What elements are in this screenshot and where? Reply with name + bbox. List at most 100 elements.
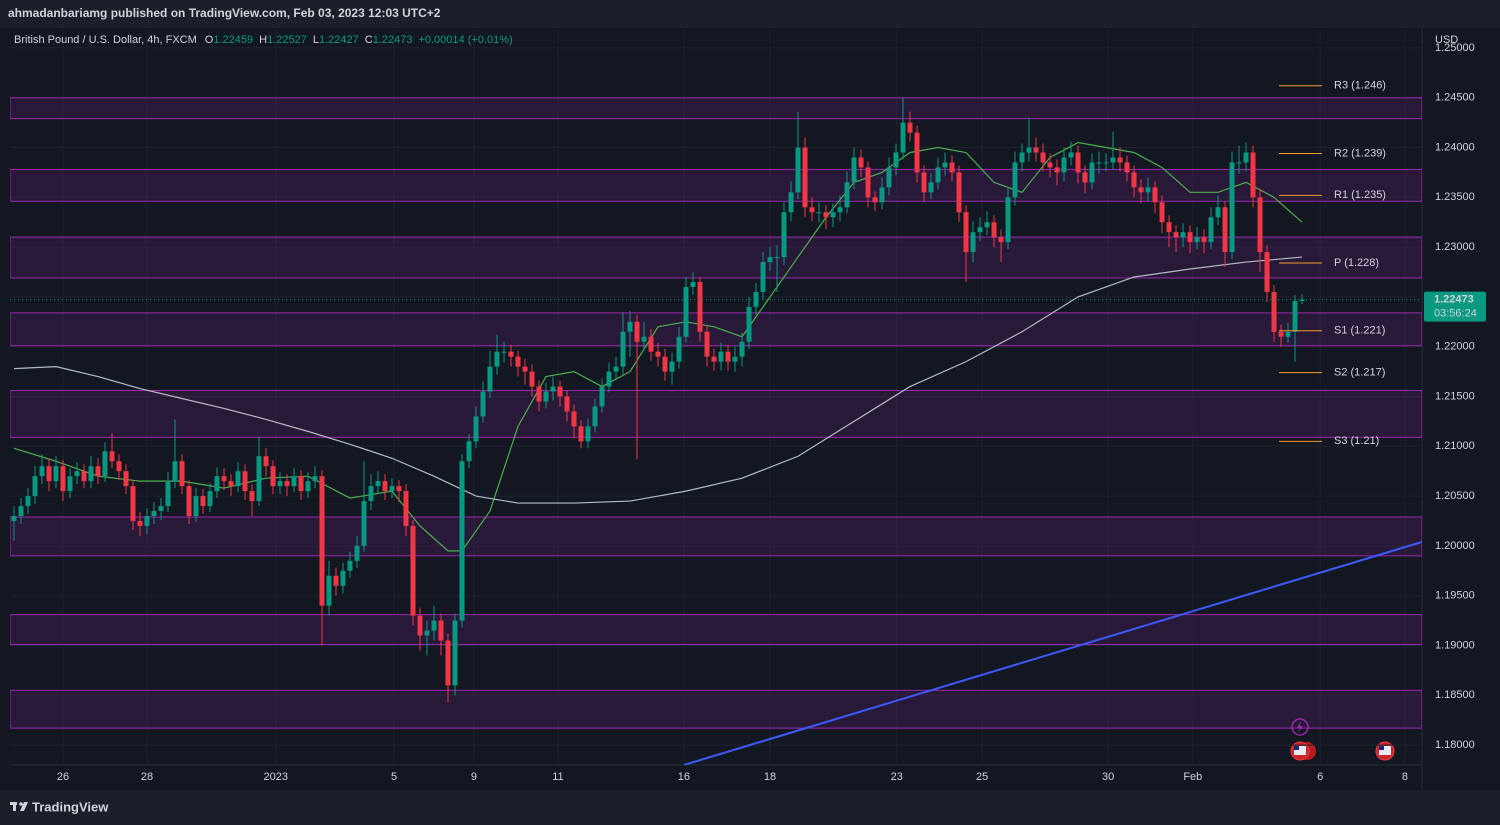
candle <box>109 433 115 469</box>
candle-body <box>536 386 542 402</box>
brand-logo <box>10 802 28 811</box>
candle <box>354 535 360 568</box>
candle-body <box>1117 157 1123 163</box>
candle-body <box>1026 147 1032 153</box>
candle-body <box>452 620 458 686</box>
candle <box>1194 227 1200 250</box>
legend-key: H <box>259 34 267 46</box>
candle <box>11 506 17 541</box>
zone <box>10 168 1422 202</box>
legend-key: L <box>313 34 319 46</box>
candle <box>1278 324 1284 347</box>
candle <box>1222 201 1228 268</box>
candle <box>46 458 52 492</box>
candle <box>515 350 521 377</box>
candle <box>1215 195 1221 226</box>
candle-body <box>249 491 255 502</box>
candle <box>1082 165 1088 194</box>
candle-body <box>305 481 311 492</box>
pivot-label: S2 (1.217) <box>1334 367 1385 379</box>
legend: British Pound / U.S. Dollar, 4h, FXCM O1.… <box>14 34 513 46</box>
x-tick-label: 5 <box>391 771 397 783</box>
candle-body <box>1257 197 1263 253</box>
candle <box>186 480 192 524</box>
candle-body <box>1068 152 1074 158</box>
candle-body <box>564 396 570 412</box>
candle <box>179 454 185 495</box>
legend-key: O <box>205 34 214 46</box>
candle-body <box>1096 162 1102 164</box>
x-tick-label: 25 <box>976 771 988 783</box>
candle <box>368 474 374 511</box>
candle-body <box>991 222 997 238</box>
candle-body <box>1187 232 1193 243</box>
candle <box>501 341 507 363</box>
candle-body <box>977 227 983 233</box>
candle <box>165 472 171 513</box>
moving-average <box>13 256 1303 504</box>
x-tick-label: Feb <box>1183 771 1202 783</box>
candle <box>452 613 458 696</box>
candle-body <box>956 172 962 213</box>
candle <box>249 484 255 517</box>
candle-body <box>627 321 633 332</box>
candle <box>1110 131 1116 170</box>
candle-body <box>921 172 927 193</box>
candle-body <box>396 486 402 492</box>
candle <box>627 310 633 357</box>
candle-body <box>543 391 549 402</box>
candle-body <box>74 471 80 477</box>
candle <box>382 474 388 501</box>
candle-body <box>389 486 395 492</box>
candle-body <box>739 341 745 357</box>
candle <box>543 382 549 409</box>
candle <box>431 605 437 641</box>
candle <box>172 419 178 489</box>
candle-body <box>662 356 668 372</box>
candle <box>802 137 808 218</box>
candle <box>585 418 591 449</box>
candle <box>970 221 976 263</box>
candle-body <box>1285 331 1291 337</box>
candle-body <box>998 237 1004 243</box>
candle <box>1180 223 1186 248</box>
zone <box>10 516 1422 557</box>
candle <box>823 205 829 230</box>
candle-body <box>1061 157 1067 173</box>
candle-body <box>522 366 528 372</box>
candle <box>305 472 311 499</box>
pivot-label: P (1.228) <box>1334 257 1379 269</box>
candle <box>1138 179 1144 204</box>
y-tick-label: 1.24500 <box>1435 92 1475 104</box>
candle-body <box>1075 152 1081 173</box>
candle-body <box>1103 162 1109 164</box>
candle <box>1229 151 1235 260</box>
candle-body <box>1173 232 1179 238</box>
x-tick-label: 2023 <box>264 771 288 783</box>
candle <box>711 348 717 371</box>
candle-body <box>529 371 535 387</box>
candle-body <box>270 466 276 487</box>
candle <box>620 311 626 375</box>
candle-body <box>942 162 948 168</box>
candle-body <box>319 476 325 606</box>
pivot-label: R1 (1.235) <box>1334 189 1386 201</box>
candle-body <box>669 361 675 372</box>
candle-body <box>298 476 304 492</box>
candle <box>1257 189 1263 273</box>
candle <box>270 460 276 495</box>
candle-body <box>221 476 227 482</box>
candle-body <box>858 157 864 168</box>
candle <box>578 420 584 449</box>
candle <box>1124 155 1130 182</box>
pivot-label: S1 (1.221) <box>1334 325 1385 337</box>
candle <box>1061 147 1067 182</box>
candle-body <box>403 491 409 526</box>
candle <box>557 380 563 407</box>
candle-body <box>228 481 234 487</box>
trend-line <box>683 540 1422 765</box>
candle-body <box>179 461 185 487</box>
candle-body <box>340 570 346 586</box>
candle <box>396 480 402 503</box>
candle-body <box>1271 291 1277 332</box>
